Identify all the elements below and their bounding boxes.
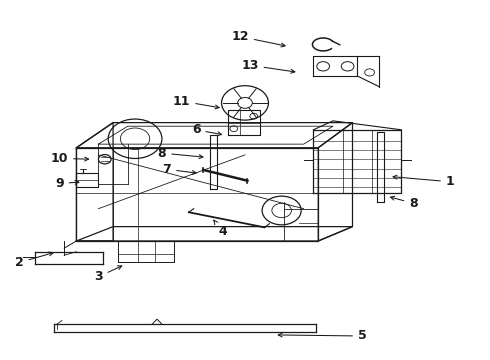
Text: 6: 6	[192, 123, 221, 136]
Text: 12: 12	[231, 30, 285, 47]
Text: 5: 5	[278, 329, 367, 342]
Text: 8: 8	[158, 147, 203, 159]
Text: 13: 13	[241, 59, 295, 73]
Text: 4: 4	[214, 220, 227, 238]
Text: 8: 8	[391, 196, 418, 210]
Text: 2: 2	[15, 252, 53, 269]
Text: 7: 7	[163, 163, 196, 176]
Text: 3: 3	[94, 266, 122, 283]
Text: 9: 9	[55, 177, 79, 190]
Text: 10: 10	[50, 152, 89, 165]
Text: 11: 11	[173, 95, 219, 109]
Text: 1: 1	[393, 175, 455, 188]
